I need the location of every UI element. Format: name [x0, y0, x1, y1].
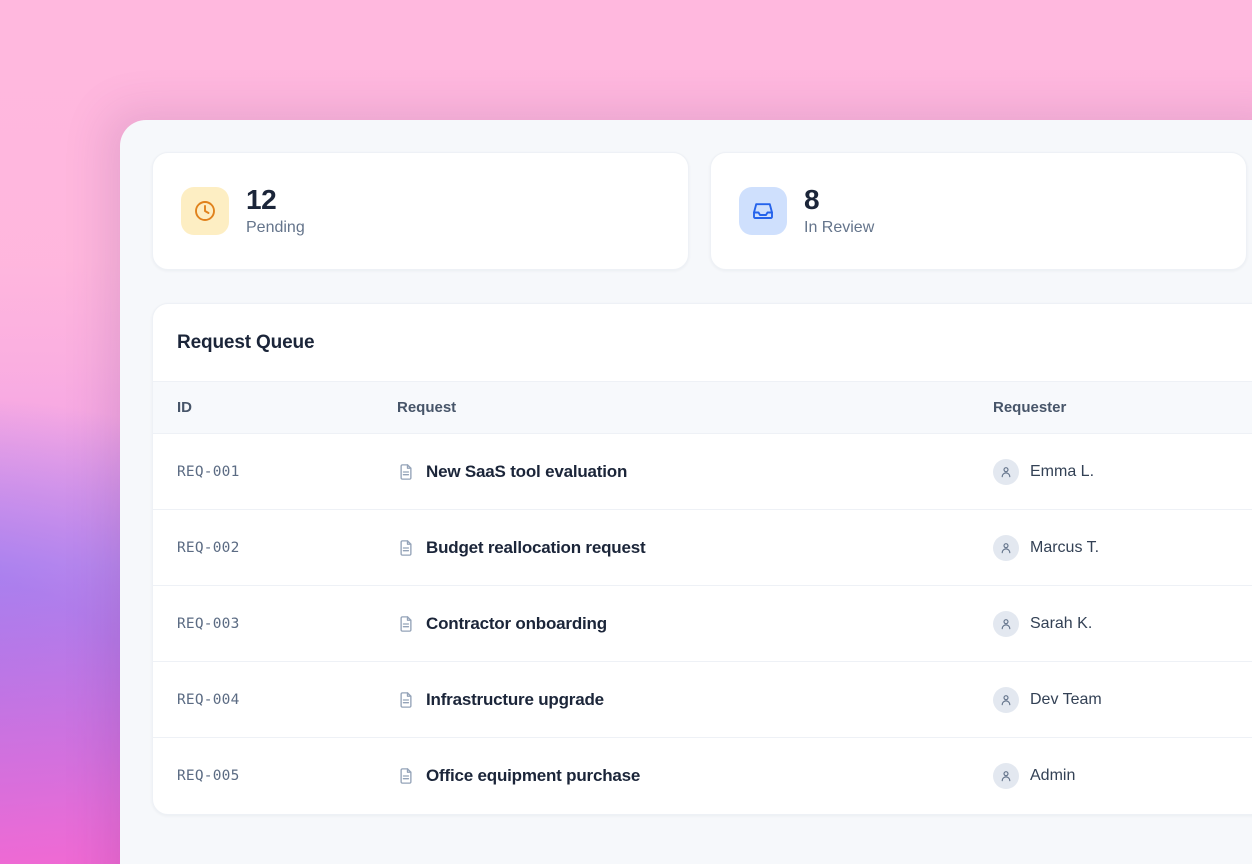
request-title: New SaaS tool evaluation [426, 461, 628, 481]
table-row[interactable]: REQ-001 New [153, 433, 1252, 510]
document-icon [397, 691, 415, 709]
table-row[interactable]: REQ-004 Inf [153, 661, 1252, 738]
column-header-requester[interactable]: Requester [969, 381, 1252, 434]
request-id: REQ-001 [177, 463, 240, 480]
document-icon [397, 767, 415, 785]
stat-label: Pending [246, 218, 305, 236]
stat-text: 12 Pending [246, 184, 305, 239]
request-title: Office equipment purchase [426, 765, 641, 785]
cell-request: Office equipment purchase [373, 738, 969, 814]
stat-label: In Review [804, 218, 875, 236]
app-panel: 12 Pending 8 In Review Request Queue [120, 120, 1252, 864]
stats-row: 12 Pending 8 In Review [152, 152, 1252, 270]
table-body: REQ-001 New [153, 433, 1252, 814]
requester-name: Dev Team [1030, 690, 1102, 708]
document-icon [397, 539, 415, 557]
request-queue-table: ID Request Requester REQ-001 [153, 381, 1252, 814]
table-row[interactable]: REQ-003 Con [153, 585, 1252, 662]
request-title: Budget reallocation request [426, 537, 646, 557]
page-title: Request Queue [177, 332, 315, 353]
cell-id: REQ-003 [153, 585, 373, 662]
avatar [993, 610, 1019, 637]
cell-request: New SaaS tool evaluation [373, 433, 969, 510]
stat-value: 12 [246, 183, 277, 215]
request-id: REQ-002 [177, 539, 240, 556]
requester-name: Marcus T. [1030, 538, 1100, 556]
cell-requester: Dev Team [969, 661, 1252, 738]
cell-id: REQ-005 [153, 738, 373, 814]
stat-card-pending[interactable]: 12 Pending [152, 152, 689, 270]
avatar [993, 458, 1019, 485]
request-title: Contractor onboarding [426, 613, 607, 633]
column-header-request[interactable]: Request [373, 381, 969, 434]
requester-name: Emma L. [1030, 462, 1095, 480]
cell-requester: Emma L. [969, 433, 1252, 510]
table-row[interactable]: REQ-002 Bud [153, 509, 1252, 586]
inbox-icon [739, 187, 787, 235]
requester-name: Admin [1030, 766, 1076, 784]
request-id: REQ-005 [177, 767, 240, 784]
request-id: REQ-004 [177, 691, 240, 708]
cell-id: REQ-001 [153, 433, 373, 510]
stat-card-in-review[interactable]: 8 In Review [710, 152, 1247, 270]
table-header: ID Request Requester [153, 381, 1252, 434]
avatar [993, 762, 1019, 789]
cell-requester: Sarah K. [969, 585, 1252, 662]
clock-icon [181, 187, 229, 235]
table-row[interactable]: REQ-005 Off [153, 738, 1252, 814]
avatar [993, 686, 1019, 713]
cell-requester: Admin [969, 738, 1252, 814]
stat-text: 8 In Review [804, 184, 874, 239]
request-queue-card: Request Queue ID Request Requester REQ-0… [152, 303, 1252, 815]
cell-request: Infrastructure upgrade [373, 661, 969, 738]
cell-id: REQ-002 [153, 509, 373, 586]
table-header-row: ID Request Requester [153, 381, 1252, 434]
document-icon [397, 615, 415, 633]
cell-requester: Marcus T. [969, 509, 1252, 586]
stat-value: 8 [804, 183, 820, 215]
document-icon [397, 463, 415, 481]
column-header-id[interactable]: ID [153, 381, 373, 434]
request-id: REQ-003 [177, 615, 240, 632]
cell-request: Contractor onboarding [373, 585, 969, 662]
cell-id: REQ-004 [153, 661, 373, 738]
requester-name: Sarah K. [1030, 614, 1093, 632]
avatar [993, 534, 1019, 561]
request-title: Infrastructure upgrade [426, 689, 604, 709]
cell-request: Budget reallocation request [373, 509, 969, 586]
